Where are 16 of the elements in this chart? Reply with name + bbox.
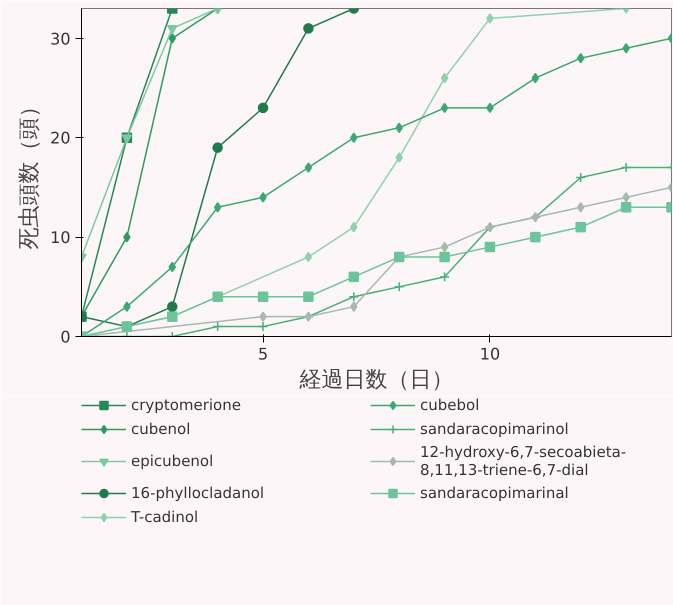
x-tick-label: 5 bbox=[258, 344, 268, 364]
y-tick-label: 0 bbox=[60, 328, 71, 346]
legend-label: 16-phyllocladanol bbox=[131, 484, 266, 502]
legend-label: sandaracopimarinol bbox=[420, 420, 570, 438]
y-tick-label: 10 bbox=[50, 228, 70, 248]
legend-label: cubenol bbox=[131, 420, 192, 438]
legend-label: cryptomerione bbox=[131, 396, 242, 414]
x-axis-title: 経過日数（日） bbox=[298, 368, 454, 392]
y-axis-title: 死虫頭数（頭） bbox=[17, 96, 42, 250]
legend-label: T-cadinol bbox=[131, 508, 200, 526]
y-tick-label: 20 bbox=[50, 128, 70, 148]
legend-label: cubebol bbox=[420, 396, 480, 414]
y-tick-label: 30 bbox=[50, 29, 70, 48]
legend-label: epicubenol bbox=[131, 452, 214, 470]
legend-label: sandaracopimarinal bbox=[420, 484, 570, 502]
legend-label: 12-hydroxy-6,7-secoabieta- 8,11,13-triene-6,7-dial bbox=[420, 443, 628, 479]
